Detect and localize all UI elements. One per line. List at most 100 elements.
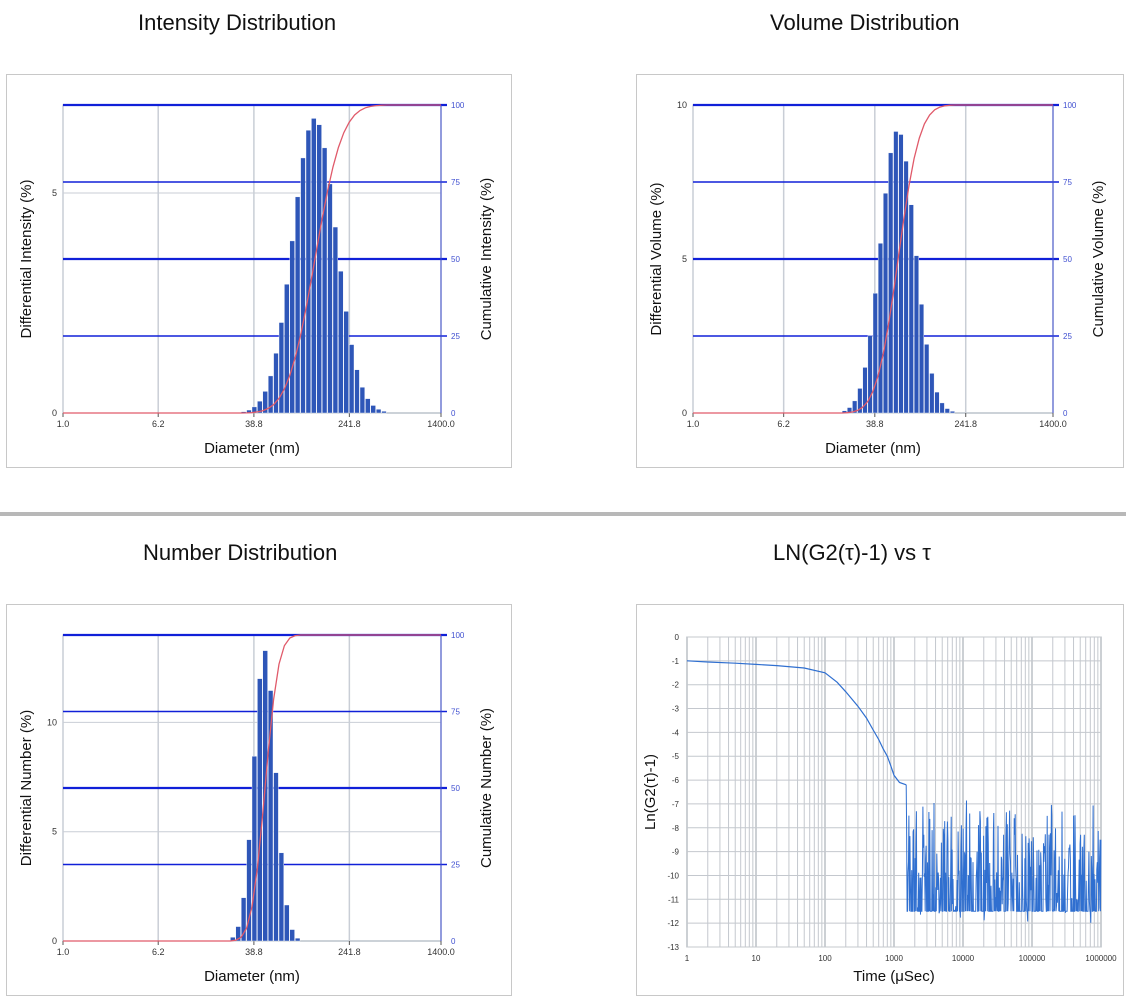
y-tick-label: 10 <box>677 100 687 110</box>
y-tick-label: 0 <box>682 408 687 418</box>
distribution-bar <box>322 147 328 414</box>
y2-tick-label: 25 <box>451 861 460 870</box>
y-tick-label: -8 <box>672 824 680 833</box>
intensity-chart-frame: 1.0 6.2 38.8 241.8 1400.0 0 5 0 25 50 75 100 Diamete… <box>6 74 512 468</box>
x-tick-label: 6.2 <box>777 419 790 429</box>
correlation-curve <box>686 660 907 786</box>
distribution-bar <box>370 405 376 414</box>
distribution-bar <box>338 270 344 414</box>
volume-chart-frame: 1.0 6.2 38.8 241.8 1400.0 0 5 10 0 25 50 75 100 Diame… <box>636 74 1124 468</box>
y2-tick-label: 100 <box>451 631 465 640</box>
y2-tick-label: 75 <box>451 708 460 717</box>
y-tick-label: -5 <box>672 752 680 761</box>
x-tick-label: 10000 <box>952 954 975 963</box>
y-tick-label: -7 <box>672 800 680 809</box>
y-axis-label: Ln(G2(τ)-1) <box>642 754 659 830</box>
y2-tick-label: 100 <box>1063 101 1077 110</box>
distribution-bar <box>273 772 279 942</box>
x-tick-label: 241.8 <box>338 419 361 429</box>
distribution-bar <box>365 398 371 414</box>
distribution-bar <box>354 369 360 414</box>
number-title: Number Distribution <box>143 540 338 565</box>
x-tick-label: 1.0 <box>687 419 700 429</box>
distribution-bar <box>343 311 349 414</box>
x-tick-label: 1400.0 <box>427 419 455 429</box>
y-tick-label: -3 <box>672 705 680 714</box>
distribution-bar <box>903 160 909 414</box>
y-tick-label: -11 <box>668 895 680 904</box>
y2-tick-label: 25 <box>1063 332 1072 341</box>
y-tick-label: -10 <box>667 871 679 880</box>
cumulative-curve <box>63 634 441 942</box>
y-axis-label: Differential Number (%) <box>18 710 35 866</box>
distribution-bar <box>867 335 873 414</box>
distribution-bar <box>235 926 241 942</box>
distribution-bar <box>888 152 894 414</box>
distribution-bar <box>919 304 925 414</box>
y-tick-label: -1 <box>672 657 680 666</box>
section-divider <box>0 512 1126 516</box>
distribution-bar <box>278 852 284 942</box>
distribution-bar <box>857 388 863 414</box>
y2-tick-label: 25 <box>451 332 460 341</box>
distribution-bar <box>332 226 338 414</box>
correlation-chart: 1 10 100 1000 10000 100000 1000000 0 -1 -2 -3 -4 -5 -… <box>642 633 1117 985</box>
distribution-bar <box>246 839 252 942</box>
y-tick-label: -6 <box>672 776 680 785</box>
distribution-bar <box>251 406 258 414</box>
correlation-title: LN(G2(τ)-1) vs τ <box>773 540 931 565</box>
distribution-bar <box>295 937 301 942</box>
y-tick-label: 5 <box>682 254 687 264</box>
distribution-bar <box>376 409 382 414</box>
y2-axis-label: Cumulative Volume (%) <box>1090 181 1107 338</box>
distribution-bar <box>944 408 950 414</box>
correlation-chart-frame: 1 10 100 1000 10000 100000 1000000 0 -1 -2 -3 -4 -5 -… <box>636 604 1124 996</box>
y2-tick-label: 100 <box>451 101 465 110</box>
distribution-bar <box>908 204 914 414</box>
distribution-bar <box>289 929 295 942</box>
distribution-bar <box>913 255 919 414</box>
distribution-bar <box>924 344 930 414</box>
x-tick-label: 241.8 <box>338 947 361 957</box>
distribution-bar <box>349 344 355 414</box>
distribution-bar <box>268 375 274 414</box>
y2-axis-label: Cumulative Number (%) <box>478 708 495 868</box>
y2-tick-label: 0 <box>451 409 456 418</box>
distribution-bar <box>872 293 878 414</box>
y-tick-label: 0 <box>52 936 57 946</box>
distribution-bar <box>305 130 311 414</box>
y-tick-label: 0 <box>52 408 57 418</box>
x-tick-label: 1000000 <box>1085 954 1117 963</box>
distribution-bar <box>852 400 858 414</box>
y-tick-label: -12 <box>667 919 679 928</box>
y-tick-label: 5 <box>52 827 57 837</box>
x-tick-label: 1 <box>685 954 690 963</box>
y-tick-label: -9 <box>672 848 680 857</box>
x-axis-label: Diameter (nm) <box>204 440 300 457</box>
y2-axis-label: Cumulative Intensity (%) <box>478 178 495 341</box>
x-tick-label: 241.8 <box>954 419 977 429</box>
distribution-bar <box>273 353 279 414</box>
x-tick-label: 10 <box>752 954 761 963</box>
x-axis-label: Diameter (nm) <box>204 968 300 985</box>
y2-tick-label: 50 <box>451 255 460 264</box>
volume-chart: 1.0 6.2 38.8 241.8 1400.005100255075100Diame… <box>648 100 1107 457</box>
distribution-bar <box>934 391 940 414</box>
distribution-bar <box>300 157 306 414</box>
distribution-bar <box>949 411 955 414</box>
x-tick-label: 1400.0 <box>1039 419 1067 429</box>
distribution-bar <box>284 284 290 414</box>
x-tick-label: 1000 <box>885 954 903 963</box>
intensity-title: Intensity Distribution <box>138 10 337 35</box>
cumulative-curve <box>693 104 1053 414</box>
distribution-bar <box>262 650 268 942</box>
distribution-bar <box>257 400 263 414</box>
y-tick-label: 0 <box>675 633 680 642</box>
y2-tick-label: 75 <box>451 178 460 187</box>
distribution-bar <box>240 897 247 942</box>
y-tick-label: 5 <box>52 188 57 198</box>
distribution-bar <box>359 387 365 414</box>
x-tick-label: 1.0 <box>57 947 70 957</box>
distribution-bar <box>939 402 945 414</box>
number-chart-frame: 1.0 6.2 38.8 241.8 1400.0 0 5 10 0 25 50 75 100 Diame… <box>6 604 512 996</box>
